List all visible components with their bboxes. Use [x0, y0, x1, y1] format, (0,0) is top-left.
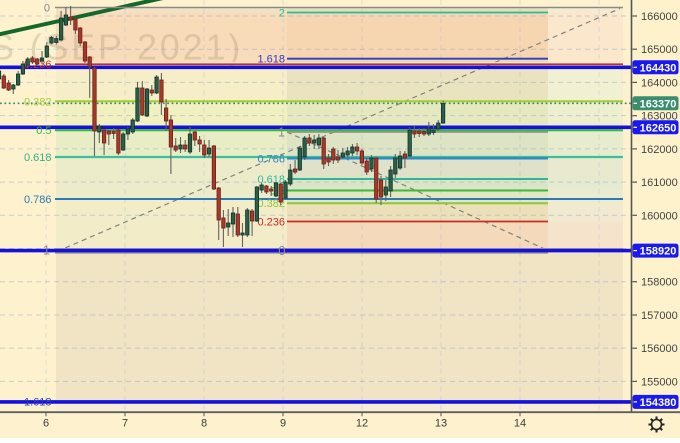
svg-text:13: 13	[435, 418, 447, 430]
svg-text:162650: 162650	[640, 122, 677, 134]
svg-text:158920: 158920	[640, 246, 677, 258]
svg-text:1.618: 1.618	[257, 54, 285, 66]
svg-text:0.786: 0.786	[24, 194, 52, 206]
svg-text:8: 8	[201, 418, 207, 430]
svg-text:155000: 155000	[641, 376, 678, 388]
svg-text:166000: 166000	[641, 11, 678, 23]
svg-text:0.786: 0.786	[257, 153, 285, 165]
svg-text:163370: 163370	[640, 98, 677, 110]
svg-text:12: 12	[356, 418, 368, 430]
svg-text:1.618: 1.618	[24, 397, 52, 409]
svg-text:1: 1	[43, 244, 50, 258]
svg-text:160000: 160000	[641, 210, 678, 222]
svg-text:165000: 165000	[641, 44, 678, 56]
svg-text:0.5: 0.5	[36, 125, 51, 137]
svg-text:0: 0	[278, 243, 285, 258]
svg-text:0.618: 0.618	[24, 152, 52, 164]
svg-text:7: 7	[122, 418, 128, 430]
svg-text:161000: 161000	[641, 177, 678, 189]
svg-text:156000: 156000	[641, 343, 678, 355]
svg-text:1: 1	[278, 126, 285, 140]
svg-text:0.236: 0.236	[257, 217, 285, 229]
svg-text:164430: 164430	[640, 62, 677, 74]
svg-text:154380: 154380	[640, 397, 677, 409]
svg-text:162000: 162000	[641, 144, 678, 156]
svg-text:164000: 164000	[641, 77, 678, 89]
svg-text:14: 14	[514, 418, 526, 430]
svg-text:2: 2	[279, 8, 285, 20]
svg-text:157000: 157000	[641, 310, 678, 322]
svg-text:6: 6	[43, 418, 49, 430]
svg-text:0: 0	[44, 3, 50, 15]
svg-text:158000: 158000	[641, 277, 678, 289]
svg-text:9: 9	[280, 418, 286, 430]
svg-text:0.382: 0.382	[24, 96, 52, 108]
